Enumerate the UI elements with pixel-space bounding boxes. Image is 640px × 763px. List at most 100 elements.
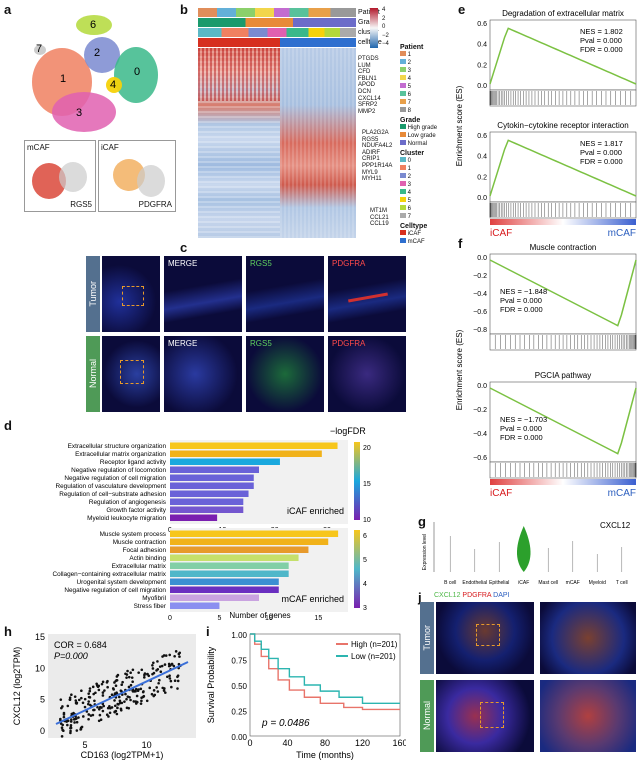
point — [87, 700, 90, 703]
point — [100, 682, 104, 686]
icaf-label: iCAF — [101, 143, 119, 152]
point — [70, 718, 73, 721]
legend-item: iCAF — [407, 231, 422, 237]
cell-label: Epithelial — [489, 580, 509, 586]
point — [173, 679, 177, 682]
plot-title: PGCIA pathway — [535, 371, 591, 380]
point — [145, 699, 149, 703]
normal-rgs5-image: RGS5 — [246, 336, 324, 412]
gsea-plot-e: Enrichment score (ES) Degradation of extr… — [456, 9, 637, 236]
term-label: Negative regulation of locomotion — [71, 467, 166, 474]
point — [87, 692, 90, 695]
point — [101, 709, 105, 713]
normal-overview-image — [102, 336, 160, 412]
x-tick: 120 — [355, 738, 370, 748]
point — [116, 706, 119, 710]
legend-item: 7 — [407, 100, 412, 106]
y-tick: 0.0 — [477, 255, 487, 262]
label-left: iCAF — [490, 488, 512, 499]
point — [140, 696, 143, 700]
bar — [170, 562, 289, 569]
point — [91, 713, 95, 717]
ihc-legend: CXCL12 PDGFRA DAPI — [434, 592, 510, 599]
legend-title-celltype: Celltype — [400, 223, 428, 230]
plot-title: Cytokin−cytokine receptor interaction — [497, 121, 628, 130]
point — [168, 674, 171, 678]
x-tick: 0 — [247, 738, 252, 748]
gene-label: CCL19 — [370, 221, 389, 228]
point — [88, 696, 92, 699]
term-label: Regulation of vasculature development — [56, 483, 167, 490]
colorbar-tick: 5 — [363, 557, 367, 564]
point — [97, 708, 101, 711]
bar — [170, 506, 244, 513]
point — [125, 676, 128, 679]
term-label: Receptor ligand activity — [100, 459, 167, 466]
point — [123, 700, 126, 703]
channel-label-pdgfra: PDGFRA — [332, 259, 366, 268]
point — [91, 685, 95, 689]
bar — [170, 498, 244, 505]
point — [81, 701, 85, 705]
term-label: Myofibril — [142, 595, 166, 602]
panel-label-j: j — [418, 590, 422, 605]
colorbar-tick: −4 — [382, 41, 389, 47]
point — [115, 712, 119, 716]
point — [74, 699, 78, 702]
point — [77, 698, 81, 702]
point — [79, 727, 83, 731]
y-tick: 10 — [35, 663, 45, 673]
panel-label-f: f — [458, 236, 463, 251]
point — [155, 669, 158, 672]
pval-value: Pval = 0.000 — [500, 296, 542, 305]
legend-cxcl12: CXCL12 — [434, 592, 461, 599]
point — [128, 695, 131, 699]
cluster-label-1: 1 — [60, 73, 66, 85]
violin-plot: CXCL12 Expression level B cell Endothelial E… — [422, 521, 631, 586]
cell-label: Mast cell — [538, 580, 558, 586]
mcaf-label: mCAF — [27, 143, 50, 152]
x-tick: 40 — [282, 738, 292, 748]
point — [150, 692, 154, 696]
legend-dapi: DAPI — [493, 592, 510, 599]
point — [129, 683, 133, 687]
point — [83, 705, 87, 709]
point — [77, 716, 80, 719]
x-tick: 10 — [142, 740, 152, 750]
point — [178, 651, 182, 655]
point — [75, 717, 78, 720]
gene-label: MYH11 — [362, 176, 382, 183]
y-tick: 0.25 — [231, 708, 247, 717]
point — [72, 718, 76, 721]
point — [73, 721, 76, 724]
rank-gradient — [490, 479, 636, 485]
legend-item: 5 — [407, 198, 412, 204]
fdr-value: FDR = 0.000 — [500, 433, 543, 442]
y-tick: −0.2 — [473, 273, 487, 280]
cell-label: Endothelial — [462, 580, 487, 586]
point — [114, 684, 118, 688]
legend-item: 2 — [407, 60, 412, 66]
point — [140, 699, 143, 703]
plot-title: Degradation of extracellular matrix — [502, 9, 624, 18]
point — [98, 713, 102, 717]
point — [158, 665, 162, 668]
y-tick: 0.00 — [231, 733, 247, 742]
point — [161, 686, 165, 690]
y-tick: 0 — [40, 726, 45, 736]
point — [82, 715, 85, 718]
row-label-tumor: Tumor — [420, 602, 434, 674]
legend-item: Low grade — [407, 133, 436, 139]
gene-labels-bottom: MT1M CCL21 CCL19 — [370, 208, 389, 228]
point — [110, 706, 114, 709]
heatmap-row-patient: Patient — [358, 9, 380, 16]
point — [105, 713, 109, 717]
rgs5-label: RGS5 — [70, 200, 92, 209]
tumor-overview-image — [102, 256, 160, 332]
violin — [516, 526, 531, 572]
y-tick: −0.6 — [473, 309, 487, 316]
point — [62, 715, 66, 719]
y-tick: 15 — [35, 632, 45, 642]
point — [69, 726, 72, 730]
colorbar-tick: 10 — [363, 517, 371, 524]
